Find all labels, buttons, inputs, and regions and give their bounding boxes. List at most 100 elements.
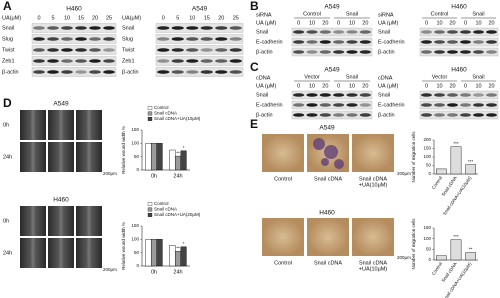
y-axis-label: Relative wound width % xyxy=(121,126,126,174)
wound-image xyxy=(20,206,46,236)
stain xyxy=(334,159,344,169)
blot-strip xyxy=(291,100,373,110)
y-tick-label: 50 xyxy=(134,250,140,255)
group-label: cDNA xyxy=(256,75,271,81)
stain xyxy=(321,158,329,166)
significance: *** xyxy=(453,141,459,146)
blot-title: H460 xyxy=(451,67,467,74)
blot-title: H460 xyxy=(451,4,467,11)
row-label: β-actin xyxy=(256,112,273,118)
lane-label: 10 xyxy=(189,15,195,21)
lane-label: 5 xyxy=(176,15,179,21)
migration-image xyxy=(307,218,349,256)
lane-label: 10 xyxy=(309,20,315,26)
caption: +UA(10μM) xyxy=(359,182,388,188)
wound-image xyxy=(48,142,74,172)
lane-label: 20 xyxy=(488,20,494,26)
blot-band xyxy=(319,50,331,54)
migration-image xyxy=(352,134,394,172)
blot-band xyxy=(103,26,115,30)
blot-band xyxy=(75,26,87,30)
wound-row-label: 0h xyxy=(3,218,9,224)
blot-band xyxy=(434,113,445,117)
x-tick-label: Control xyxy=(431,175,443,190)
lane-label: 10 xyxy=(309,83,315,89)
scale-label: 200μm xyxy=(397,171,411,176)
caption: Snail cDNA xyxy=(314,176,342,182)
blot-header: UA (μM) xyxy=(378,83,398,89)
y-tick-label: 150 xyxy=(423,225,431,230)
blot-band xyxy=(33,26,45,30)
blot-band xyxy=(447,50,458,54)
blot-header: UA (μM) xyxy=(256,83,276,89)
y-tick-label: 150 xyxy=(131,127,139,132)
significance: ** xyxy=(176,246,180,251)
blot-band xyxy=(293,40,305,44)
lane-label: 15 xyxy=(204,15,210,21)
wound-image xyxy=(48,206,74,236)
lane-label: 15 xyxy=(78,15,84,21)
blot-band xyxy=(421,40,432,44)
row-label: Slug xyxy=(122,36,133,42)
blot-band xyxy=(359,30,371,34)
bar xyxy=(436,255,447,261)
blot-band xyxy=(460,103,471,107)
bar xyxy=(465,252,476,261)
blot-band xyxy=(434,93,445,97)
blot-band xyxy=(157,70,170,74)
blot-band xyxy=(421,113,432,117)
blot-band xyxy=(200,48,213,52)
caption: Control xyxy=(274,260,292,266)
blot-band xyxy=(473,50,484,54)
blot-band xyxy=(333,50,345,54)
bar xyxy=(169,244,176,267)
migration-image xyxy=(262,134,304,172)
row-label: E-cadherin xyxy=(256,39,283,45)
significance: * xyxy=(183,241,185,246)
blot-band xyxy=(103,70,115,74)
legend-swatch xyxy=(147,111,153,116)
wound-row-label: 0h xyxy=(3,122,9,128)
scale-label: 200μm xyxy=(103,171,117,176)
lane-label: 0 xyxy=(337,20,340,26)
bar xyxy=(465,164,476,175)
blot-band xyxy=(229,48,242,52)
wound-title: A549 xyxy=(53,101,69,108)
y-tick-label: 100 xyxy=(423,154,431,159)
wound-image xyxy=(76,110,102,140)
legend-swatch xyxy=(147,207,153,212)
blot-band xyxy=(447,40,458,44)
blot-band xyxy=(346,93,358,97)
lane-label: 20 xyxy=(362,20,368,26)
blot-band xyxy=(103,59,115,63)
legend-label: Control xyxy=(154,201,169,206)
legend-label: Snail cDNA+UA(20μM) xyxy=(154,212,201,217)
blot-band xyxy=(89,37,101,41)
blot-band xyxy=(103,37,115,41)
blot-strip xyxy=(31,23,117,33)
legend-label: Snail cDNA+UA(10μM) xyxy=(154,116,201,121)
group-name: Snail xyxy=(472,74,484,80)
row-label: Snail xyxy=(378,29,390,35)
row-label: Twist xyxy=(2,47,15,53)
group-name: Snail xyxy=(472,11,484,17)
x-tick-label: 24h xyxy=(173,269,182,275)
legend-swatch xyxy=(147,213,153,217)
blot-band xyxy=(359,50,371,54)
blot-band xyxy=(319,113,331,117)
blot-title: A549 xyxy=(324,67,340,74)
wound-image xyxy=(76,238,102,268)
row-label: Zeb1 xyxy=(2,58,15,64)
bar xyxy=(150,143,157,171)
x-tick-label: 24h xyxy=(173,173,182,179)
group-name: Snail xyxy=(346,11,358,17)
blot-strip xyxy=(291,110,373,120)
blot-strip xyxy=(155,45,244,55)
blot-band xyxy=(333,93,345,97)
blot-band xyxy=(306,50,318,54)
y-tick-label: 200 xyxy=(423,137,431,142)
blot-band xyxy=(447,113,458,117)
blot-band xyxy=(421,103,432,107)
row-label: Snail xyxy=(378,92,390,98)
blot-strip xyxy=(31,45,117,55)
